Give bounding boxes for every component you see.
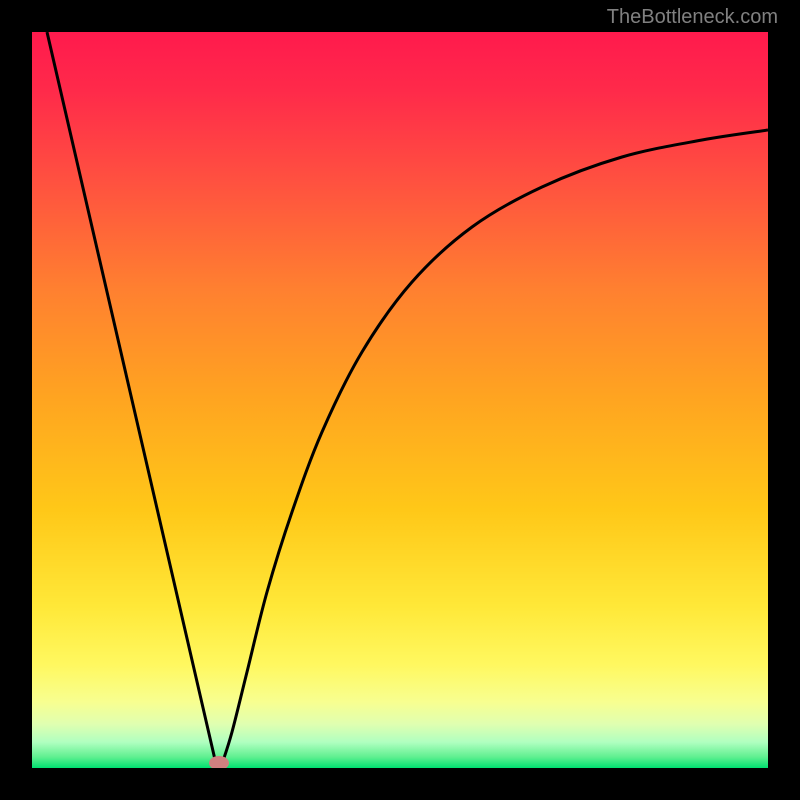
- attribution-text: TheBottleneck.com: [607, 6, 778, 29]
- bottleneck-chart: [32, 32, 768, 768]
- bottleneck-curve: [32, 32, 768, 768]
- minimum-marker: [209, 756, 229, 768]
